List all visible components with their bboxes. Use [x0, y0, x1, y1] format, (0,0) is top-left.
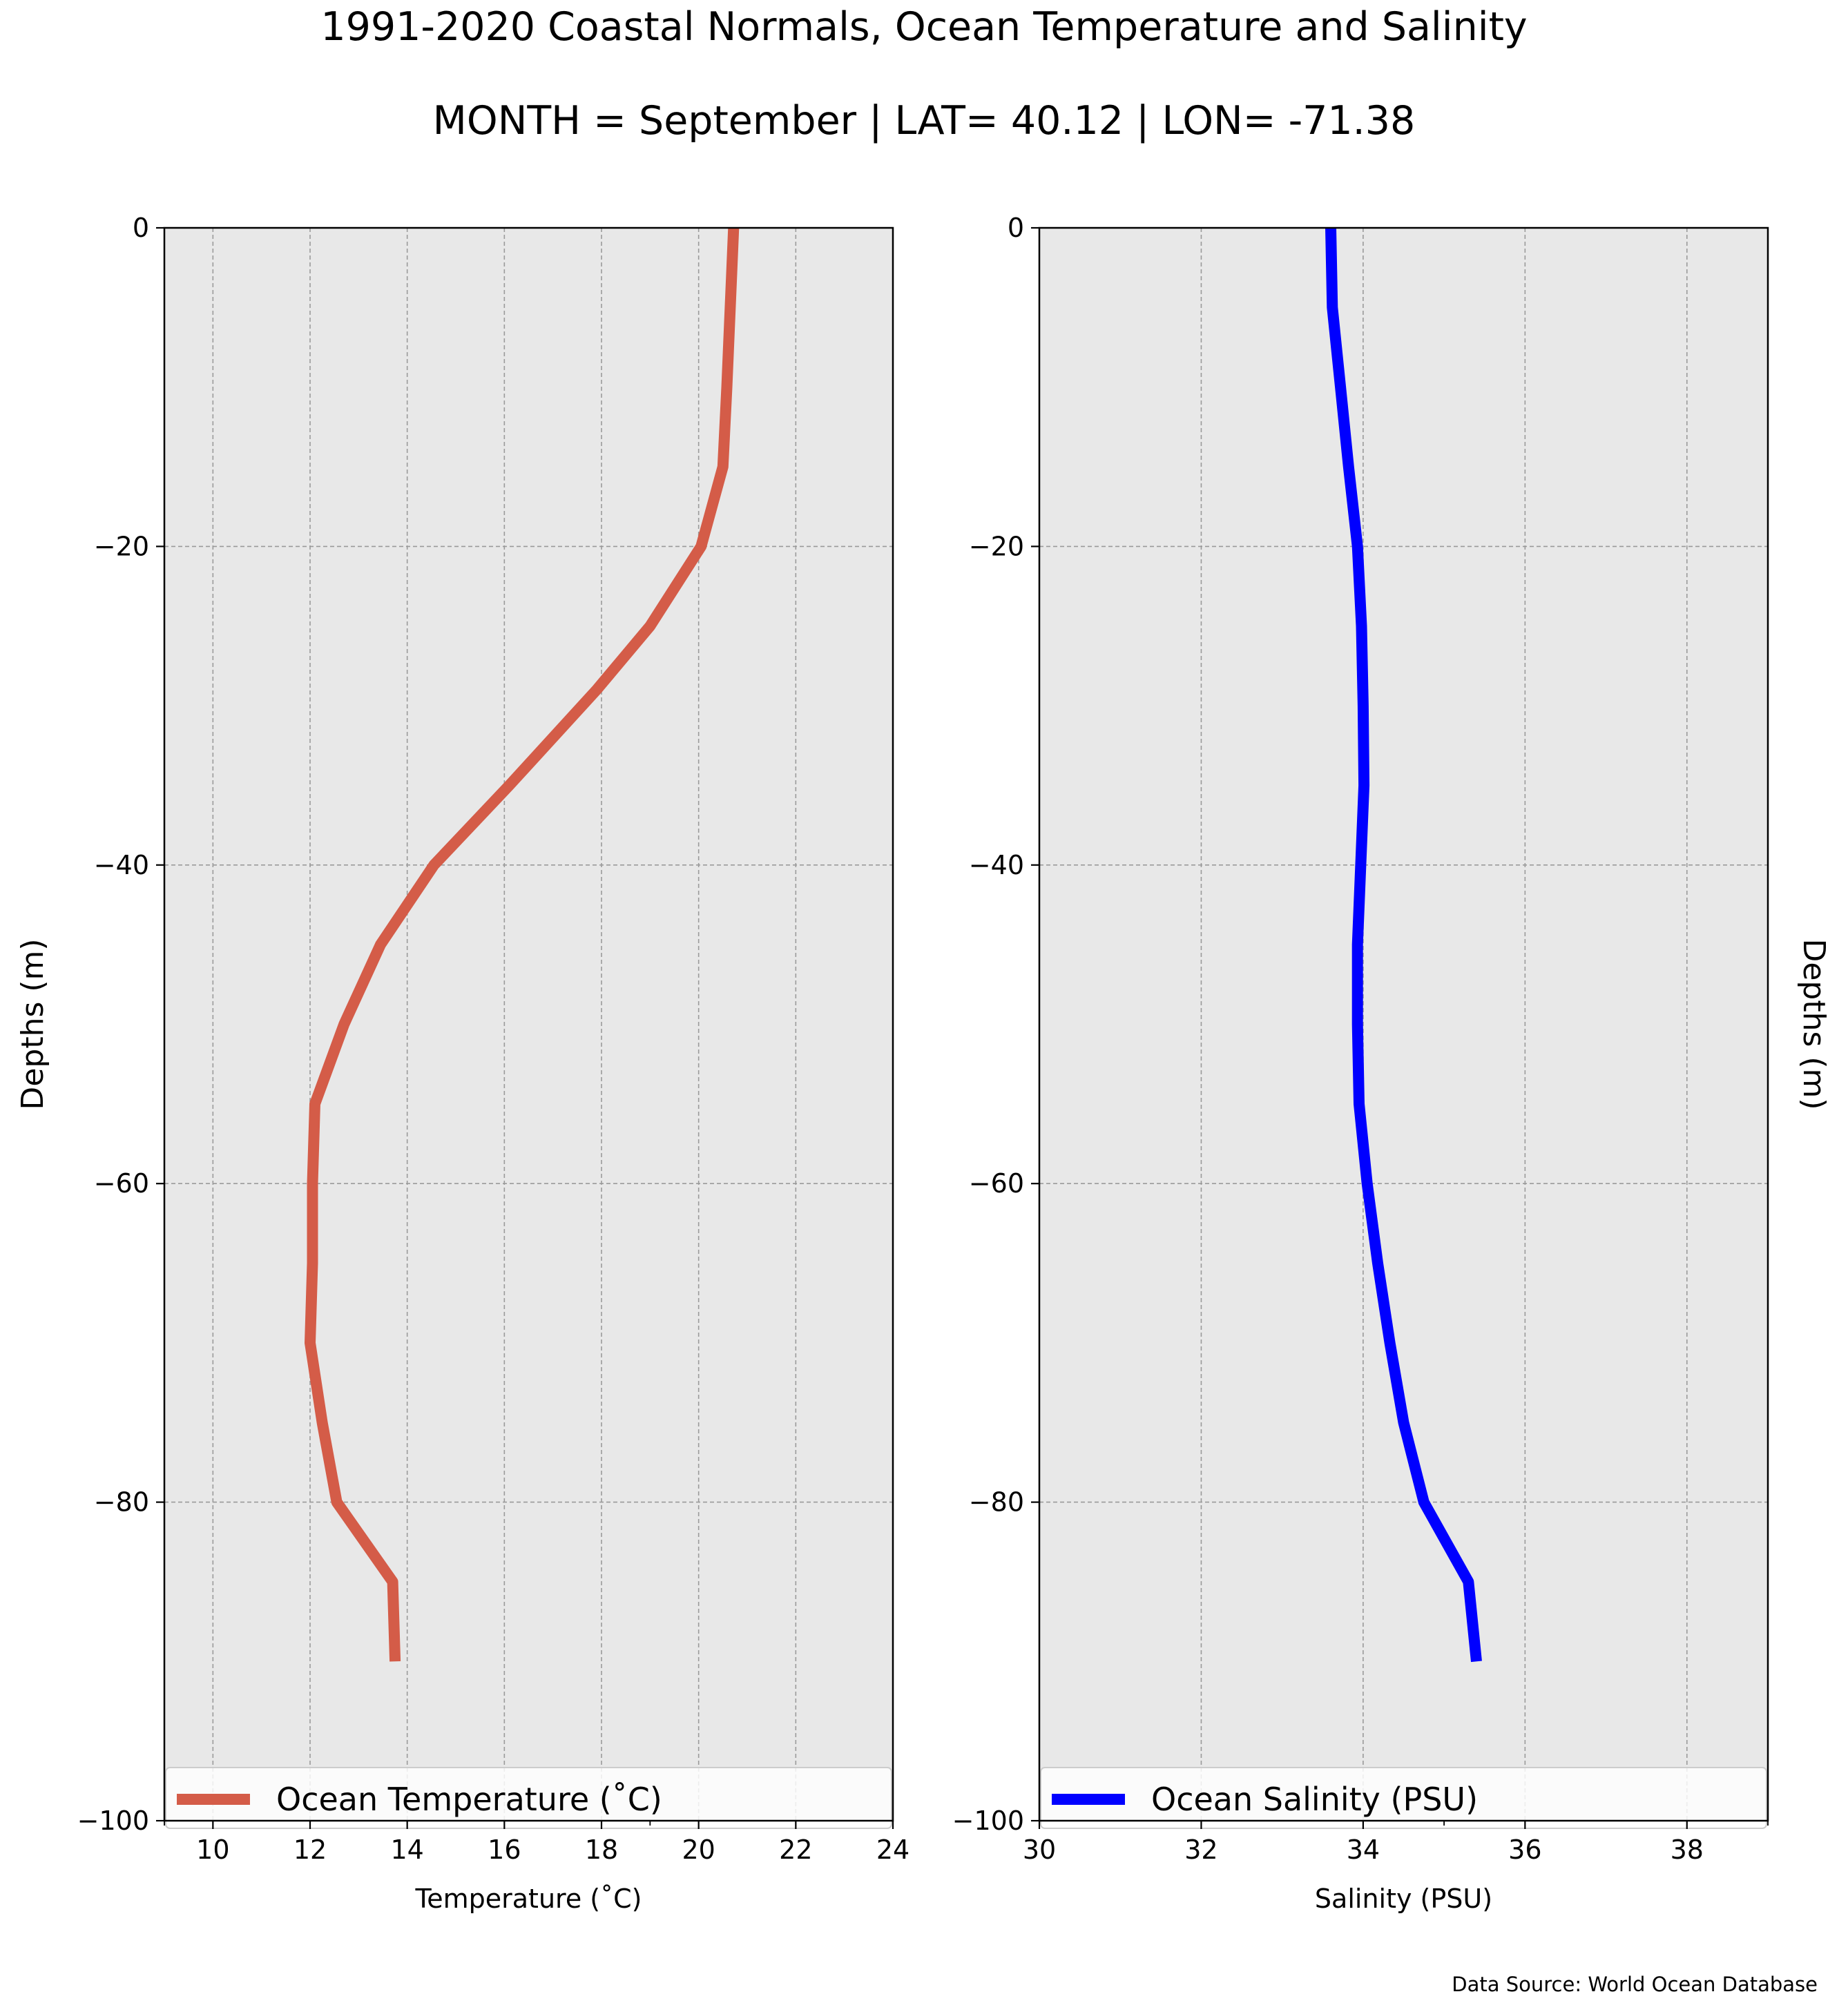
- chart-subtitle: MONTH = September | LAT= 40.12 | LON= -7…: [433, 98, 1416, 144]
- y-tick-label: −40: [94, 850, 149, 880]
- x-tick-label: 36: [1508, 1835, 1541, 1865]
- legend-label: Ocean Temperature (˚C): [276, 1781, 662, 1818]
- x-axis-label: Temperature (˚C): [415, 1884, 642, 1914]
- x-tick-label: 10: [196, 1835, 229, 1865]
- x-tick-label: 38: [1671, 1835, 1704, 1865]
- axes-frame: [1038, 226, 1769, 1822]
- y-tick-label: 0: [1008, 213, 1024, 243]
- x-tick-label: 34: [1347, 1835, 1380, 1865]
- x-tick-label: 24: [876, 1835, 909, 1865]
- plot-area: [1039, 228, 1768, 1821]
- plot-area: [164, 228, 893, 1821]
- y-tick-label: −100: [77, 1806, 149, 1836]
- legend-box: [1040, 1767, 1767, 1829]
- x-tick-label: 12: [293, 1835, 327, 1865]
- y-tick-label: −80: [94, 1487, 149, 1518]
- y-tick-label: −60: [969, 1168, 1024, 1199]
- x-tick-label: 18: [585, 1835, 618, 1865]
- legend-box: [165, 1767, 892, 1829]
- series-line: [1325, 227, 1482, 1663]
- y-tick-label: −100: [952, 1806, 1024, 1836]
- y-axis-label: Depths (m): [1796, 938, 1831, 1110]
- x-tick-label: 14: [390, 1835, 423, 1865]
- x-tick-label: 20: [682, 1835, 715, 1865]
- series-line: [305, 227, 740, 1662]
- x-axis-label: Salinity (PSU): [1315, 1884, 1492, 1914]
- y-tick-label: −80: [969, 1487, 1024, 1518]
- y-tick-label: −20: [94, 531, 149, 561]
- data-source-note: Data Source: World Ocean Database: [1452, 1973, 1818, 1996]
- legend-label: Ocean Salinity (PSU): [1151, 1781, 1478, 1818]
- axes-frame: [163, 226, 894, 1822]
- y-tick-label: 0: [133, 213, 149, 243]
- x-tick-label: 30: [1023, 1835, 1056, 1865]
- y-tick-label: −60: [94, 1168, 149, 1199]
- y-axis-label: Depths (m): [15, 938, 50, 1110]
- y-tick-label: −20: [969, 531, 1024, 561]
- chart-title: 1991-2020 Coastal Normals, Ocean Tempera…: [320, 4, 1527, 50]
- x-tick-label: 32: [1184, 1835, 1217, 1865]
- y-tick-label: −40: [969, 850, 1024, 880]
- salinity-panel: Ocean Salinity (PSU) 30 32 34 36 38 0 −20 −40 −60…: [952, 213, 1831, 1914]
- x-tick-label: 22: [779, 1835, 812, 1865]
- x-tick-label: 16: [488, 1835, 521, 1865]
- temperature-panel: Ocean Temperature (˚C) 10 12 14 16 18 20 22 24 0 −…: [15, 213, 909, 1914]
